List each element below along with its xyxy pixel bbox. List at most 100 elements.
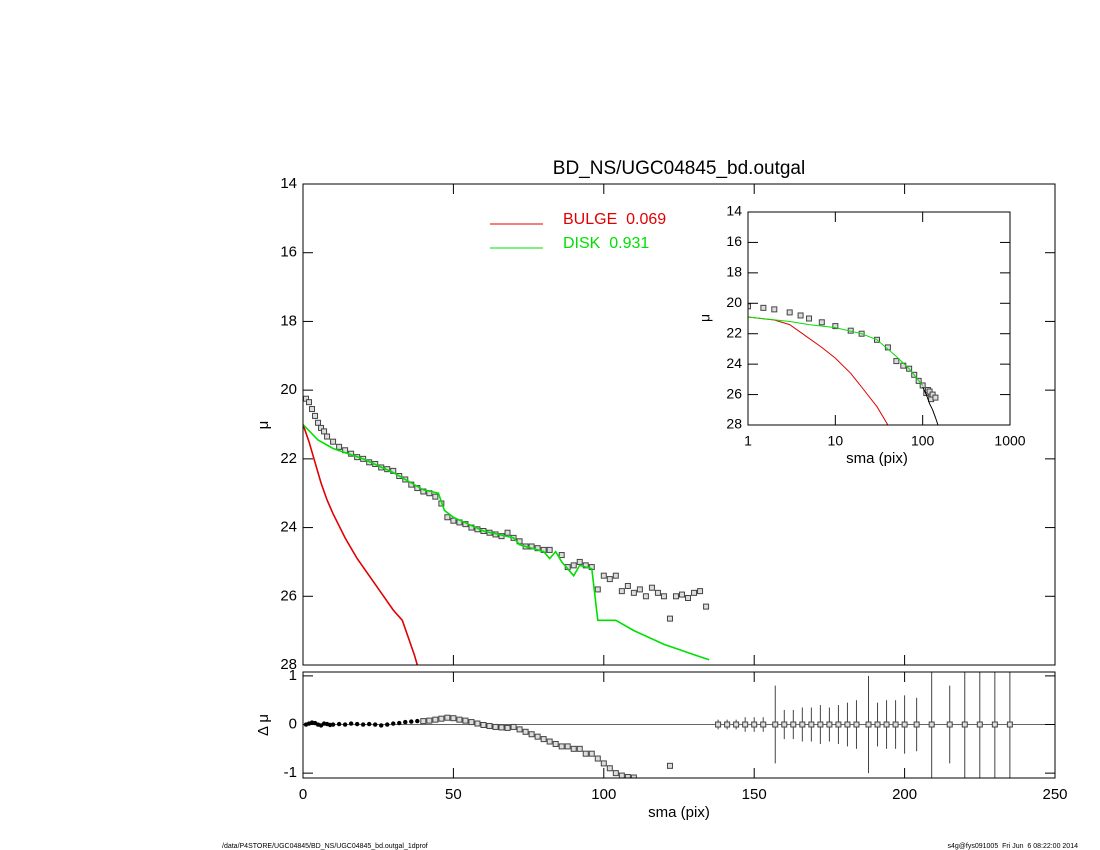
y-tick-label: 18 <box>726 264 742 280</box>
point <box>772 721 779 728</box>
y-tick-label: 28 <box>726 416 742 432</box>
point <box>786 309 793 316</box>
point <box>797 312 804 319</box>
point <box>832 323 839 330</box>
point <box>946 721 953 728</box>
point <box>570 745 577 752</box>
y-axis-label: Δ μ <box>255 714 272 736</box>
point <box>715 721 722 728</box>
point <box>733 721 740 728</box>
point <box>324 433 331 440</box>
point <box>306 399 313 406</box>
point <box>432 493 439 500</box>
point <box>528 731 535 738</box>
point <box>679 591 686 598</box>
plot-area <box>303 395 710 665</box>
y-tick-label: 16 <box>280 244 297 261</box>
point <box>588 750 595 757</box>
point <box>426 717 433 724</box>
point <box>642 593 649 600</box>
point <box>624 582 631 589</box>
point <box>540 736 547 743</box>
x-axis-label: sma (pix) <box>648 804 710 821</box>
point <box>703 603 710 610</box>
footer-right: s4g@fys091005 Fri Jun 6 08:22:00 2014 <box>948 843 1079 850</box>
point <box>991 721 998 728</box>
point <box>534 733 541 740</box>
footer-left: /data/P4STORE/UGC04845/BD_NS/UGC04845_bd… <box>222 843 428 850</box>
point <box>724 721 731 728</box>
x-axis-label: sma (pix) <box>846 450 908 467</box>
point <box>865 721 872 728</box>
x-tick-label: 0 <box>299 786 307 803</box>
plot-area <box>748 303 939 425</box>
point <box>450 715 457 722</box>
point <box>928 721 935 728</box>
point <box>853 721 860 728</box>
point <box>321 428 328 435</box>
point <box>522 728 529 735</box>
point <box>558 552 565 559</box>
point <box>883 721 890 728</box>
plot-area <box>303 672 1055 778</box>
line <box>303 424 419 665</box>
point <box>844 721 851 728</box>
point <box>781 721 788 728</box>
point <box>570 562 577 569</box>
point <box>976 721 983 728</box>
point <box>961 721 968 728</box>
point <box>504 529 511 536</box>
point <box>666 762 673 769</box>
x-tick-label: 50 <box>445 786 462 803</box>
point <box>892 721 899 728</box>
point <box>654 589 661 596</box>
point <box>492 723 499 730</box>
point <box>630 589 637 596</box>
x-tick-label: 1 <box>744 433 752 449</box>
point <box>790 721 797 728</box>
point <box>612 770 619 777</box>
y-tick-label: 1 <box>289 667 297 684</box>
y-axis-label: μ <box>255 421 272 430</box>
point <box>510 723 517 730</box>
point <box>498 724 505 731</box>
point <box>612 572 619 579</box>
point <box>576 745 583 752</box>
point <box>594 586 601 593</box>
point <box>826 721 833 728</box>
x-tick-label: 150 <box>742 786 767 803</box>
y-tick-label: 14 <box>280 175 297 192</box>
line <box>748 316 924 386</box>
point <box>806 315 813 322</box>
point <box>379 723 384 728</box>
y-tick-label: 24 <box>280 519 297 536</box>
point <box>901 721 908 728</box>
point <box>546 738 553 745</box>
point <box>372 722 378 727</box>
legend-label: BULGE 0.069 <box>563 211 666 228</box>
x-tick-label: 250 <box>1042 786 1067 803</box>
x-tick-label: 1000 <box>994 433 1025 449</box>
point <box>636 586 643 593</box>
point <box>474 720 481 727</box>
point <box>330 722 336 727</box>
point <box>808 721 815 728</box>
point <box>330 438 337 445</box>
y-tick-label: 18 <box>280 312 297 329</box>
point <box>576 558 583 565</box>
point <box>486 722 493 729</box>
x-tick-label: 100 <box>591 786 616 803</box>
point <box>385 722 390 727</box>
point <box>432 716 439 723</box>
x-tick-label: 200 <box>892 786 917 803</box>
y-tick-label: 16 <box>726 233 742 249</box>
point <box>409 719 414 724</box>
point <box>336 443 343 450</box>
x-tick-label: 100 <box>911 433 935 449</box>
point <box>318 424 325 431</box>
frame <box>747 211 1011 426</box>
point <box>624 774 631 778</box>
point <box>516 726 523 733</box>
point <box>456 716 463 723</box>
